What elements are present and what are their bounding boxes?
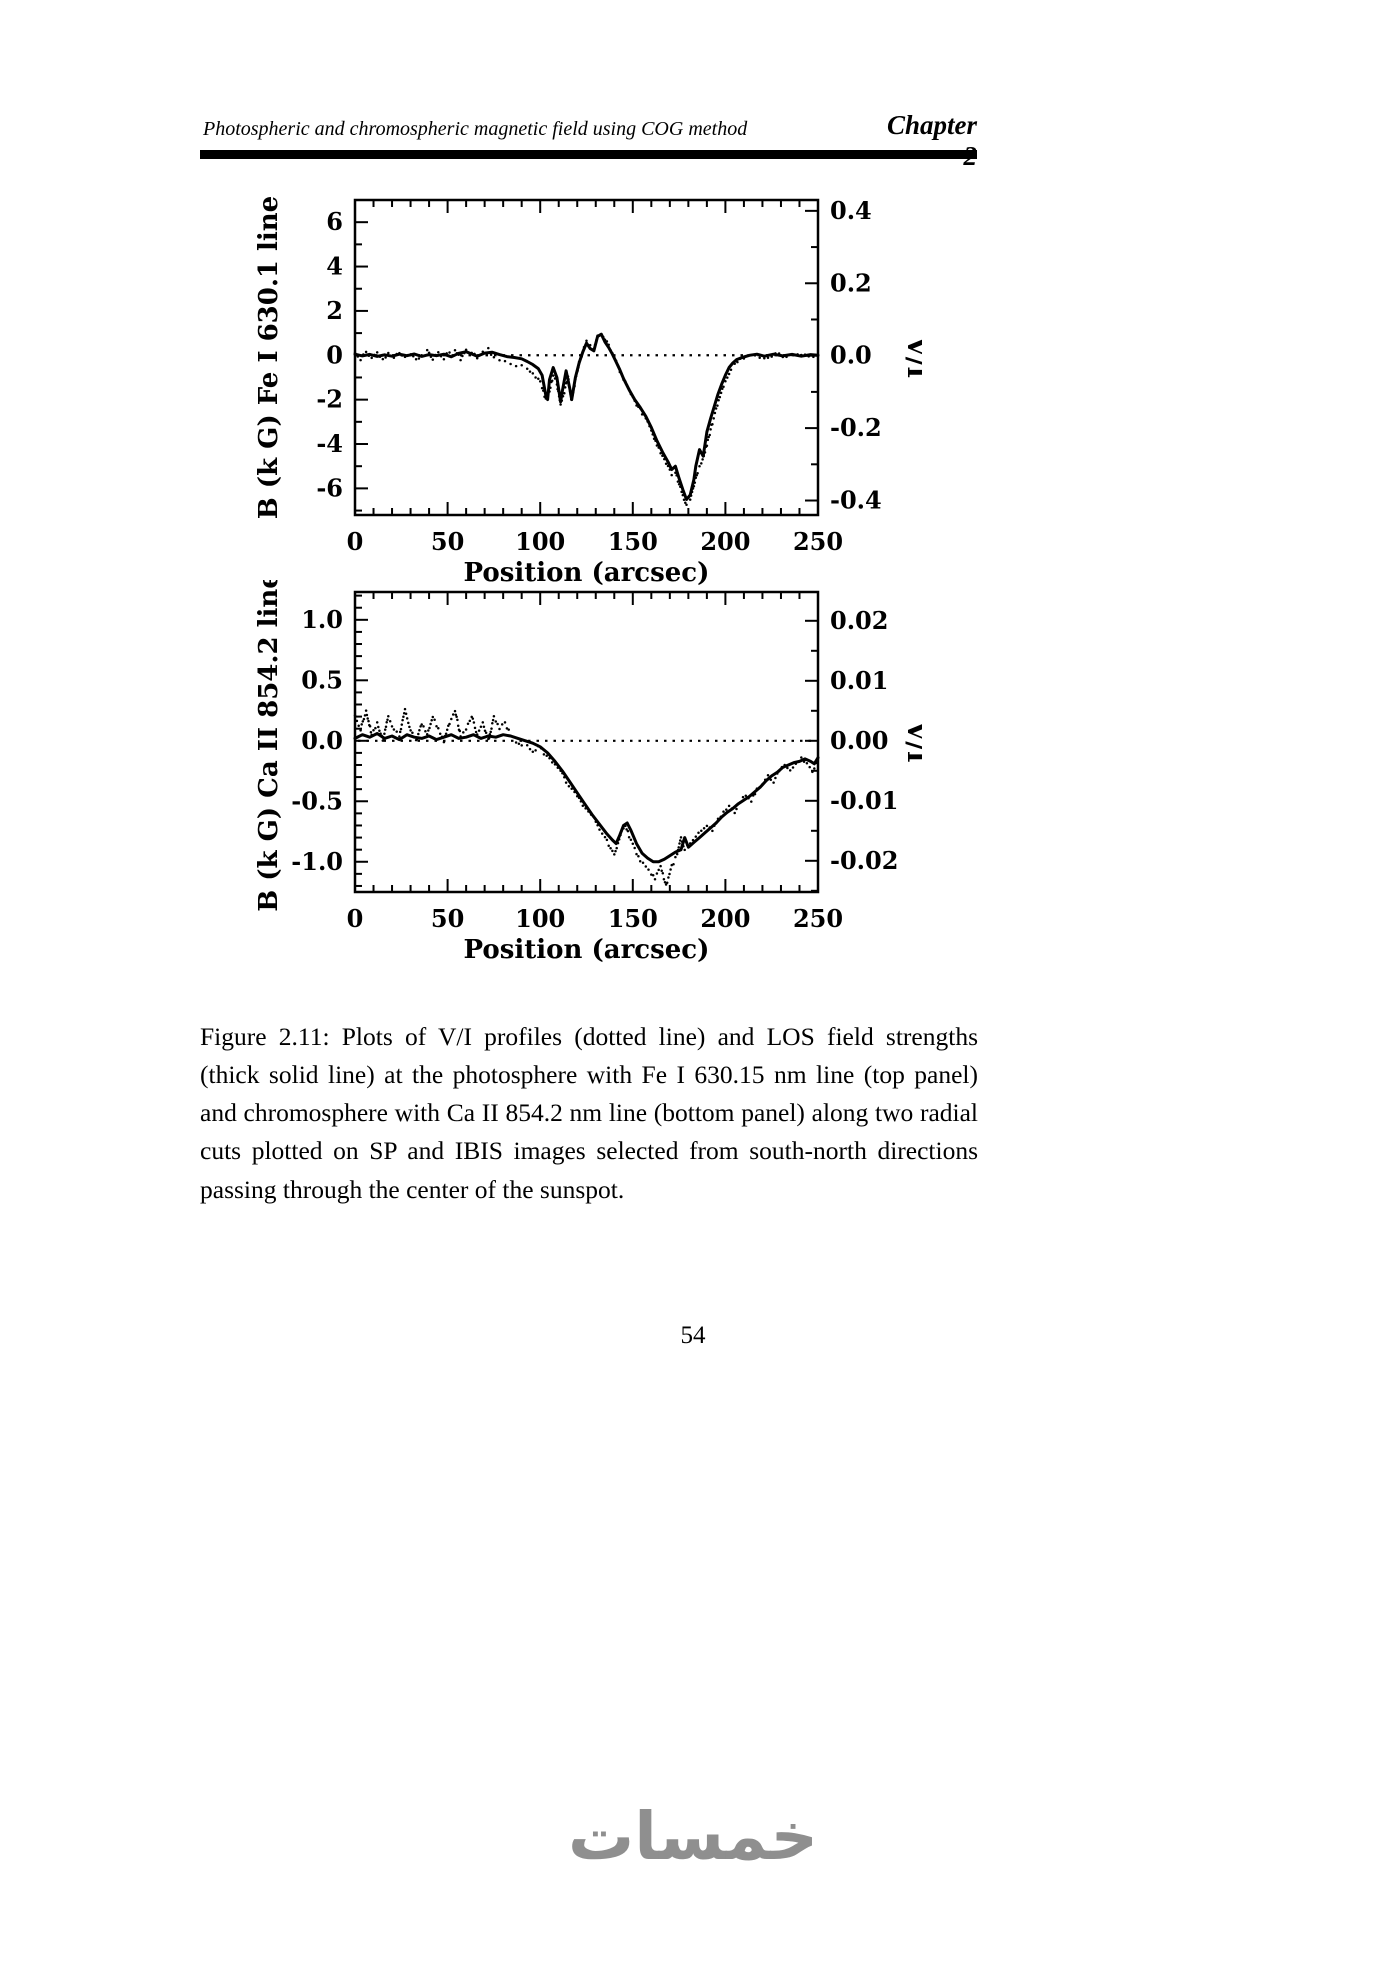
header-rule xyxy=(200,150,977,159)
svg-text:B (k G) Fe I 630.1 line: B (k G) Fe I 630.1 line xyxy=(254,196,284,519)
svg-text:Position (arcsec): Position (arcsec) xyxy=(464,935,710,965)
svg-text:0.0: 0.0 xyxy=(301,726,343,755)
svg-text:0.00: 0.00 xyxy=(830,726,888,755)
svg-text:-0.4: -0.4 xyxy=(830,486,882,515)
svg-text:250: 250 xyxy=(793,904,843,933)
svg-text:6: 6 xyxy=(326,207,343,236)
svg-text:Position (arcsec): Position (arcsec) xyxy=(464,558,710,588)
svg-text:B (k G) Ca II 854.2 line: B (k G) Ca II 854.2 line xyxy=(254,580,284,912)
svg-text:0: 0 xyxy=(347,904,364,933)
svg-text:50: 50 xyxy=(431,527,464,556)
svg-text:0.02: 0.02 xyxy=(830,606,888,635)
svg-text:100: 100 xyxy=(515,527,565,556)
svg-text:150: 150 xyxy=(608,904,658,933)
svg-text:0.01: 0.01 xyxy=(830,666,888,695)
figure-bottom-panel-ca-ii-854: 0 50 100 150 200 250 1.0 0.5 0.0 -0.5 -1.0 0.02 0.01… xyxy=(250,572,931,977)
svg-text:0.5: 0.5 xyxy=(301,665,343,694)
svg-text:100: 100 xyxy=(515,904,565,933)
svg-text:150: 150 xyxy=(608,527,658,556)
svg-text:-1.0: -1.0 xyxy=(291,847,343,876)
svg-text:-0.2: -0.2 xyxy=(830,413,882,442)
running-head-chapter: Chapter 2 xyxy=(886,110,977,171)
svg-text:4: 4 xyxy=(326,252,343,281)
svg-text:-4: -4 xyxy=(316,429,343,458)
page-number: 54 xyxy=(680,1322,706,1349)
svg-text:-0.5: -0.5 xyxy=(291,786,343,815)
svg-text:-2: -2 xyxy=(316,385,343,414)
svg-text:0.4: 0.4 xyxy=(830,196,872,225)
figure-top-panel-fe-i-630: 0 50 100 150 200 250 6 4 2 0 -2 -4 -6 0.4 0.2 0.0 -0.2 -0… xyxy=(250,188,931,600)
svg-text:0: 0 xyxy=(326,340,343,369)
svg-text:-0.02: -0.02 xyxy=(830,846,898,875)
svg-text:200: 200 xyxy=(700,904,750,933)
svg-text:1.0: 1.0 xyxy=(301,605,343,634)
svg-text:-0.01: -0.01 xyxy=(830,786,898,815)
svg-text:50: 50 xyxy=(431,904,464,933)
svg-text:V/I: V/I xyxy=(901,720,922,763)
svg-text:250: 250 xyxy=(793,527,843,556)
watermark-logo-text: خمسات xyxy=(567,1798,819,1875)
svg-text:-6: -6 xyxy=(316,473,343,502)
running-head-title: Photospheric and chromospheric magnetic … xyxy=(203,118,748,140)
svg-text:200: 200 xyxy=(700,527,750,556)
svg-text:2: 2 xyxy=(326,296,343,325)
svg-text:0.0: 0.0 xyxy=(830,341,872,370)
svg-text:V/I: V/I xyxy=(901,336,922,379)
svg-text:0.2: 0.2 xyxy=(830,268,872,297)
svg-text:0: 0 xyxy=(347,527,364,556)
figure-caption: Figure 2.11: Plots of V/I profiles (dott… xyxy=(200,1021,978,1204)
